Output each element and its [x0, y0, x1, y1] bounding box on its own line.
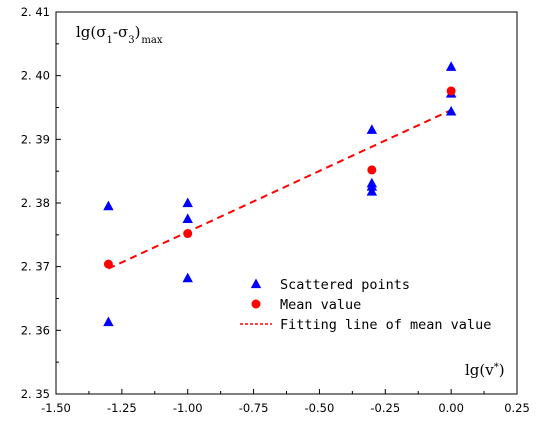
x-tick-label: -1.50	[41, 401, 71, 415]
scattered-point	[445, 105, 457, 116]
legend-label: Scattered points	[280, 277, 410, 293]
mean-value-point	[367, 165, 377, 175]
scattered-point	[182, 213, 193, 224]
legend-label: Fitting line of mean value	[280, 317, 491, 333]
x-axis-title: lg(v*)	[465, 361, 505, 379]
mean-value-point	[446, 86, 456, 96]
x-axis: -1.50 -1.25 -1.00 -0.75 -0.50 -0.25 0.00 0.25	[41, 389, 530, 415]
scattered-point	[366, 180, 378, 191]
legend: Scattered points Mean value Fitting line o…	[240, 277, 491, 333]
y-tick-label: 2. 40	[21, 69, 50, 83]
y-tick-label: 2. 36	[21, 323, 50, 337]
mean-value-point	[103, 259, 113, 269]
y-tick-label: 2. 38	[21, 196, 50, 210]
scattered-point	[103, 316, 114, 327]
scattered-point	[182, 272, 193, 283]
mean-value-layer	[103, 86, 456, 269]
x-tick-label: 0.00	[438, 401, 464, 415]
y-tick-label: 2. 35	[21, 387, 50, 401]
y-tick-label: 2. 39	[21, 132, 50, 146]
y-axis-title: lg(σ1-σ3)max	[76, 23, 163, 46]
x-tick-label: 0.25	[504, 401, 530, 415]
legend-triangle-marker	[250, 278, 262, 289]
scattered-point	[182, 197, 193, 208]
fitting-line-layer	[108, 109, 452, 270]
x-tick-label: -0.75	[239, 401, 269, 415]
x-tick-label: -1.25	[107, 401, 137, 415]
y-axis: 2. 35 2. 36 2. 37 2. 38 2. 39 2. 40 2. 41	[21, 5, 61, 401]
y-tick-label: 2. 37	[21, 260, 50, 274]
scattered-point	[366, 124, 378, 134]
x-tick-label: -0.50	[305, 401, 335, 415]
fitting-line	[108, 109, 452, 270]
y-tick-label: 2. 41	[21, 5, 50, 19]
x-tick-label: -1.00	[173, 401, 203, 415]
scattered-point	[103, 200, 114, 211]
x-tick-label: -0.25	[370, 401, 400, 415]
scattered-point	[445, 61, 457, 71]
scattered-point	[366, 186, 378, 196]
mean-value-point	[183, 229, 193, 239]
legend-label: Mean value	[280, 297, 361, 313]
scattered-points-layer	[103, 61, 457, 327]
legend-circle-marker	[251, 299, 261, 309]
